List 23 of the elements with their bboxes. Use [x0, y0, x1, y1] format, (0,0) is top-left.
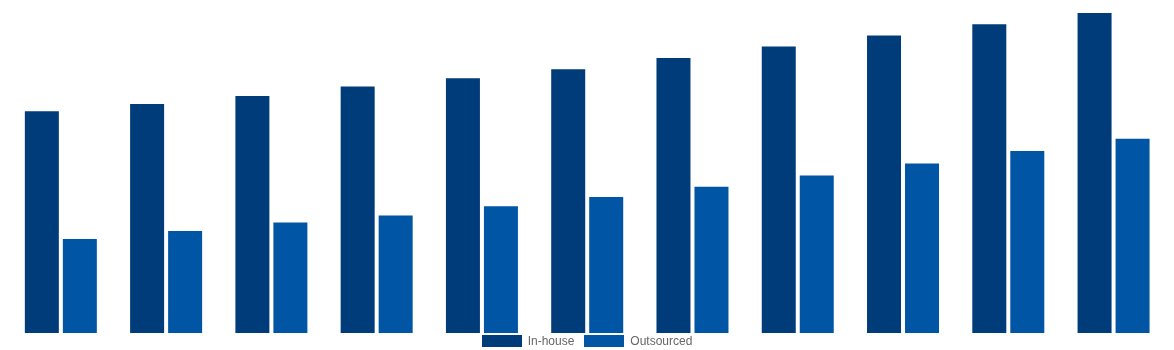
bar	[761, 46, 796, 333]
bar	[168, 230, 203, 333]
bar	[972, 24, 1007, 333]
bar	[273, 222, 308, 333]
bar	[867, 35, 902, 333]
bar	[1115, 138, 1150, 333]
bar	[378, 215, 413, 333]
bar	[551, 69, 586, 333]
bar	[799, 175, 834, 333]
bar	[130, 103, 165, 333]
bar	[24, 111, 59, 333]
bar	[656, 58, 691, 333]
bar	[340, 86, 375, 333]
bar	[905, 163, 940, 333]
legend-label: Outsourced	[630, 334, 693, 348]
bar	[483, 206, 518, 333]
bar	[1077, 13, 1112, 333]
bar	[445, 78, 480, 333]
bar	[694, 186, 729, 333]
bar	[235, 95, 270, 333]
bar	[62, 238, 97, 333]
bar	[1010, 150, 1045, 333]
legend-label: In-house	[527, 334, 575, 348]
